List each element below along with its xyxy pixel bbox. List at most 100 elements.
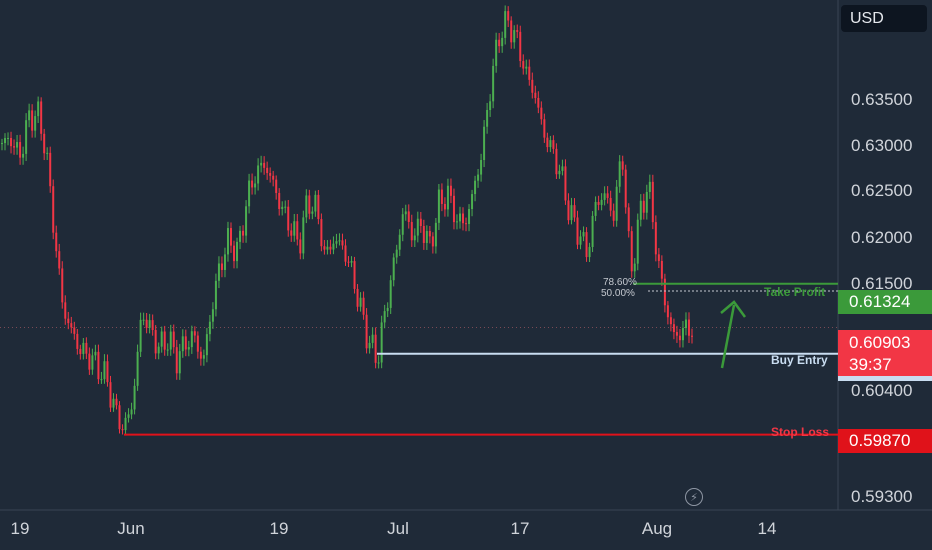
candle-body: [368, 342, 371, 349]
buy-entry-price-tag: [838, 376, 932, 381]
x-tick-label: 19: [10, 519, 30, 538]
candle-body: [404, 211, 407, 215]
y-tick-label: 0.62000: [851, 228, 913, 247]
candle-body: [567, 200, 570, 221]
y-tick-label: 0.62500: [851, 181, 913, 200]
fib-label-786: 78.60%: [603, 277, 637, 288]
candle-body: [16, 142, 19, 148]
candle-body: [154, 330, 157, 354]
candle-body: [458, 213, 461, 222]
candle-body: [97, 351, 100, 380]
candle-body: [675, 332, 678, 336]
candle-body: [465, 223, 468, 225]
candle-body: [347, 261, 350, 263]
candle-body: [651, 181, 654, 223]
candle-body: [223, 254, 226, 270]
candle-body: [166, 349, 169, 351]
candle-body: [462, 213, 465, 224]
y-tick-label: 0.63000: [851, 136, 913, 155]
candle-body: [477, 174, 480, 181]
candle-body: [371, 334, 374, 343]
current-price: 0.60903: [849, 333, 911, 352]
candle-body: [40, 101, 43, 134]
candle-body: [609, 197, 612, 211]
candle-body: [278, 192, 281, 209]
candle-body: [416, 218, 419, 236]
candle-body: [260, 162, 263, 166]
candle-body: [257, 165, 260, 184]
candle-body: [642, 200, 645, 213]
currency-selector[interactable]: USD: [841, 5, 927, 32]
candle-body: [546, 137, 549, 148]
candle-body: [287, 206, 290, 231]
candle-body: [513, 30, 516, 43]
candle-body: [67, 318, 70, 324]
candle-body: [407, 211, 410, 222]
candle-body: [290, 230, 293, 236]
candle-body: [579, 236, 582, 245]
candle-body: [672, 324, 675, 333]
candle-body: [314, 194, 317, 212]
candle-body: [594, 201, 597, 216]
candle-body: [296, 221, 299, 240]
candle-body: [133, 385, 136, 410]
candle-body: [305, 195, 308, 218]
candle-body: [516, 30, 519, 32]
candle-body: [1, 143, 3, 145]
candle-body: [245, 206, 248, 236]
candle-body: [100, 379, 103, 381]
candle-body: [338, 240, 341, 242]
candle-body: [160, 331, 163, 347]
candle-body: [311, 211, 314, 214]
candle-body: [118, 405, 121, 430]
candle-body: [495, 39, 498, 66]
fib-label-500: 50.00%: [601, 288, 635, 299]
candle-body: [446, 185, 449, 210]
candle-body: [121, 429, 124, 431]
candle-body: [558, 170, 561, 175]
candle-body: [293, 221, 296, 236]
candle-body: [112, 398, 115, 408]
candle-body: [7, 137, 10, 139]
candle-body: [275, 179, 278, 193]
candle-body: [226, 228, 229, 255]
candle-body: [585, 232, 588, 258]
candle-body: [540, 107, 543, 120]
x-tick-label: Jun: [117, 519, 145, 538]
candle-body: [178, 351, 181, 374]
buy-entry-label: Buy Entry: [771, 353, 828, 367]
candle-body: [196, 335, 199, 352]
candle-body: [34, 116, 37, 131]
candle-body: [28, 110, 31, 121]
candle-body: [341, 240, 344, 246]
candle-body: [350, 261, 353, 263]
candle-body: [365, 314, 368, 349]
candle-body: [202, 355, 205, 359]
take-profit-price-tag: 0.61324: [838, 290, 932, 314]
candle-body: [359, 297, 362, 307]
candle-body: [570, 205, 573, 221]
take-profit-label: Take Profit: [764, 285, 826, 299]
candle-body: [353, 261, 356, 289]
candle-body: [564, 166, 567, 201]
candle-body: [4, 138, 7, 144]
candle-body: [163, 331, 166, 350]
candle-body: [254, 183, 257, 188]
candle-body: [597, 201, 600, 205]
candle-body: [320, 219, 323, 247]
projection-arrow-shaft: [720, 304, 736, 369]
candle-body: [600, 199, 603, 205]
candle-body: [61, 268, 64, 303]
candle-body: [58, 251, 61, 269]
candle-body: [175, 347, 178, 374]
candle-body: [79, 348, 82, 354]
candle-body: [618, 161, 621, 187]
candle-body: [383, 311, 386, 323]
candle-body: [205, 334, 208, 356]
candle-body: [136, 351, 139, 386]
candle-body: [468, 209, 471, 224]
candle-body: [534, 92, 537, 98]
lightning-icon[interactable]: ⚡: [685, 488, 703, 506]
candle-body: [561, 166, 564, 171]
